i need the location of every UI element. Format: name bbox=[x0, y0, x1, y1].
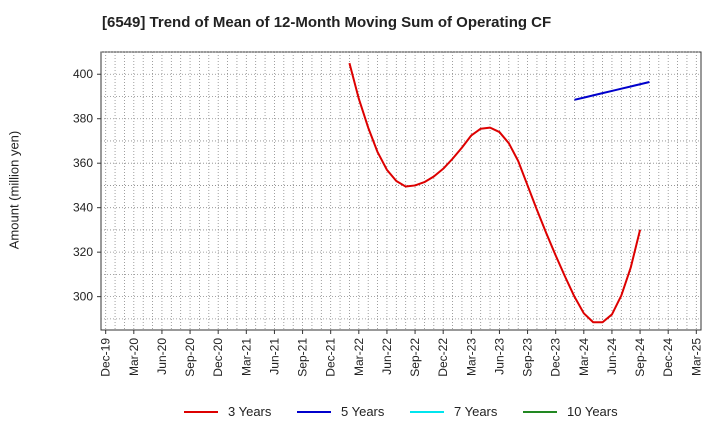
y-tick-label: 340 bbox=[73, 201, 93, 215]
x-tick-label: Mar-23 bbox=[464, 338, 478, 376]
legend-item-10-years: 10 Years bbox=[523, 404, 618, 419]
x-tick-label: Mar-21 bbox=[239, 338, 253, 376]
legend: 3 Years 5 Years 7 Years 10 Years bbox=[0, 404, 720, 426]
x-tick-label: Mar-22 bbox=[352, 338, 366, 376]
legend-item-5-years: 5 Years bbox=[297, 404, 384, 419]
legend-label: 5 Years bbox=[341, 404, 385, 419]
x-tick-label: Jun-23 bbox=[492, 338, 506, 375]
y-tick-label: 400 bbox=[73, 67, 93, 81]
x-tick-label: Dec-23 bbox=[549, 338, 563, 377]
x-tick-label: Jun-22 bbox=[380, 338, 394, 375]
legend-item-3-years: 3 Years bbox=[184, 404, 271, 419]
legend-item-7-years: 7 Years bbox=[410, 404, 497, 419]
x-tick-label: Sep-20 bbox=[183, 338, 197, 377]
legend-swatch bbox=[523, 410, 557, 413]
x-tick-label: Jun-21 bbox=[267, 338, 281, 375]
x-tick-label: Sep-24 bbox=[633, 338, 647, 377]
series-line-5-years bbox=[574, 81, 650, 101]
x-tick-label: Dec-22 bbox=[436, 338, 450, 377]
x-tick-label: Mar-24 bbox=[577, 338, 591, 376]
x-tick-label: Dec-19 bbox=[99, 338, 113, 377]
y-tick-label: 300 bbox=[73, 290, 93, 304]
x-tick-label: Mar-25 bbox=[689, 338, 703, 376]
series-line-3-years bbox=[348, 62, 642, 324]
legend-label: 3 Years bbox=[228, 404, 272, 419]
x-axis-ticks: Dec-19 Mar-20 Jun-20 Sep-20 Dec-20 Mar-21 Jun-… bbox=[99, 330, 703, 377]
legend-label: 10 Years bbox=[567, 404, 618, 419]
y-tick-label: 380 bbox=[73, 112, 93, 126]
chart-title: [6549] Trend of Mean of 12-Month Moving … bbox=[102, 14, 552, 31]
y-tick-label: 360 bbox=[73, 156, 93, 170]
horizontal-gridlines bbox=[101, 51, 701, 320]
x-tick-label: Sep-23 bbox=[521, 338, 535, 377]
y-axis-ticks: 300 320 340 360 380 400 bbox=[73, 67, 101, 304]
x-tick-label: Dec-21 bbox=[324, 338, 338, 377]
x-tick-label: Sep-22 bbox=[408, 338, 422, 377]
legend-swatch bbox=[410, 410, 444, 413]
legend-swatch bbox=[297, 410, 331, 413]
legend-label: 7 Years bbox=[454, 404, 498, 419]
plot-area bbox=[100, 51, 702, 331]
x-tick-label: Sep-21 bbox=[296, 338, 310, 377]
x-tick-label: Dec-20 bbox=[211, 338, 225, 377]
x-tick-label: Jun-24 bbox=[605, 338, 619, 375]
x-tick-label: Dec-24 bbox=[661, 338, 675, 377]
y-tick-label: 320 bbox=[73, 245, 93, 259]
vertical-gridlines bbox=[105, 52, 697, 330]
x-tick-label: Jun-20 bbox=[155, 338, 169, 375]
series-lines bbox=[348, 62, 650, 324]
x-tick-label: Mar-20 bbox=[127, 338, 141, 376]
legend-swatch bbox=[184, 410, 218, 413]
